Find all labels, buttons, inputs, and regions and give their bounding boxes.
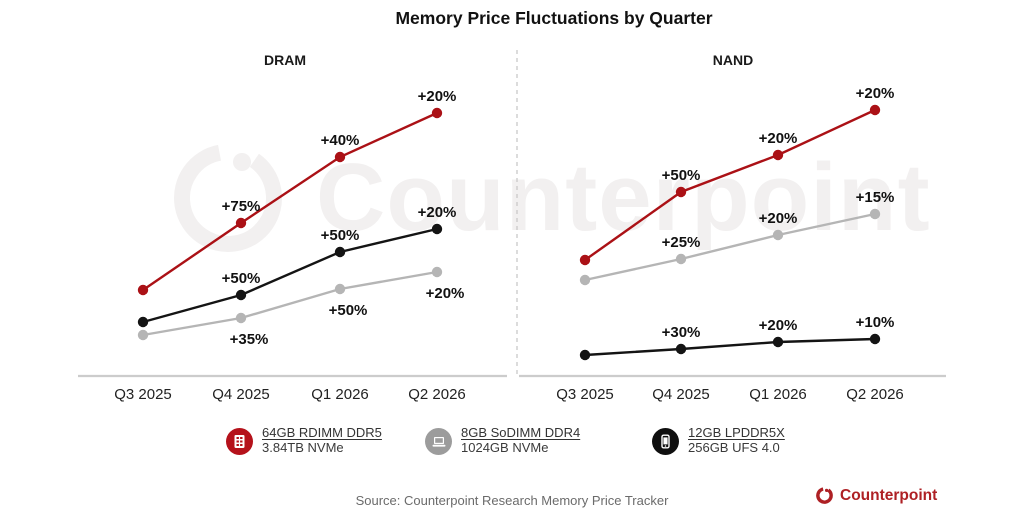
data-point — [431, 223, 443, 235]
data-point — [869, 333, 881, 345]
point-label: +20% — [418, 204, 457, 221]
data-point — [869, 104, 881, 116]
point-label: +50% — [321, 227, 360, 244]
data-point — [137, 284, 149, 296]
data-point — [334, 151, 346, 163]
axis-tick-label: Q3 2025 — [556, 386, 614, 403]
data-point — [675, 253, 687, 265]
point-label: +20% — [418, 88, 457, 105]
data-point — [579, 274, 591, 286]
data-point — [137, 329, 149, 341]
point-label: +75% — [222, 198, 261, 215]
point-label: +35% — [230, 331, 269, 348]
axis-tick-label: Q2 2026 — [846, 386, 904, 403]
data-point — [137, 316, 149, 328]
source-note: Source: Counterpoint Research Memory Pri… — [355, 493, 669, 508]
data-point — [334, 283, 346, 295]
series-line — [142, 111, 438, 291]
data-point — [869, 208, 881, 220]
point-label: +20% — [759, 130, 798, 147]
data-point — [772, 149, 784, 161]
point-label: +20% — [759, 317, 798, 334]
point-label: +20% — [426, 285, 465, 302]
point-label: +50% — [662, 167, 701, 184]
counterpoint-logo-icon — [816, 487, 833, 504]
data-point — [235, 217, 247, 229]
axis-tick-label: Q1 2026 — [749, 386, 807, 403]
data-point — [772, 336, 784, 348]
series-line — [142, 227, 438, 324]
data-point — [334, 246, 346, 258]
point-label: +50% — [222, 270, 261, 287]
data-point — [675, 343, 687, 355]
axis-tick-label: Q3 2025 — [114, 386, 172, 403]
data-point — [579, 254, 591, 266]
point-label: +50% — [329, 302, 368, 319]
point-label: +10% — [856, 314, 895, 331]
counterpoint-logo: Counterpoint — [815, 486, 937, 505]
data-point — [431, 107, 443, 119]
panel-title-dram: DRAM — [264, 52, 306, 68]
series-line — [142, 270, 438, 337]
panel-title-nand: NAND — [712, 52, 754, 68]
point-label: +15% — [856, 189, 895, 206]
point-label: +20% — [856, 85, 895, 102]
point-label: +20% — [759, 210, 798, 227]
counterpoint-logo-text: Counterpoint — [840, 486, 938, 504]
point-label: +30% — [662, 324, 701, 341]
data-point — [579, 349, 591, 361]
data-point — [675, 186, 687, 198]
series-line — [584, 337, 876, 357]
data-point — [772, 229, 784, 241]
data-point — [235, 289, 247, 301]
axis-tick-label: Q1 2026 — [311, 386, 369, 403]
axis-tick-label: Q4 2025 — [652, 386, 710, 403]
data-point — [431, 266, 443, 278]
series-line — [584, 108, 876, 261]
data-point — [235, 312, 247, 324]
point-label: +25% — [662, 234, 701, 251]
series-line — [584, 212, 876, 282]
axis-tick-label: Q4 2025 — [212, 386, 270, 403]
axis-tick-label: Q2 2026 — [408, 386, 466, 403]
point-label: +40% — [321, 132, 360, 149]
page-title: Memory Price Fluctuations by Quarter — [395, 8, 713, 28]
